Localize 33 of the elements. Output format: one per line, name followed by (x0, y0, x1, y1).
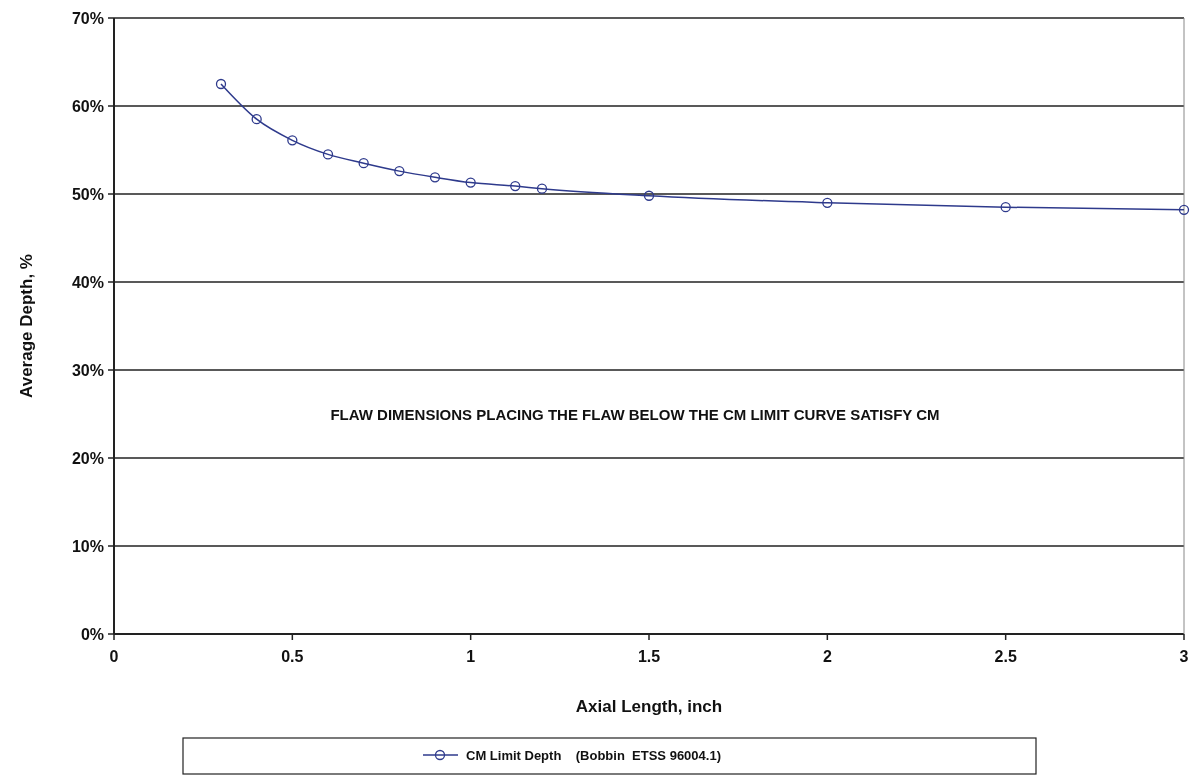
x-tick-label: 2.5 (994, 648, 1017, 665)
y-tick-label: 20% (71, 450, 104, 467)
point (536, 183, 548, 194)
point (822, 197, 833, 208)
x-tick-label: 0.5 (281, 648, 304, 665)
point (510, 180, 521, 192)
legend-label: CM Limit Depth (Bobbin ETSS 96004.1) (466, 748, 721, 763)
point (394, 165, 405, 177)
y-axis-title: Average Depth, % (17, 254, 36, 398)
x-tick-label: 0 (109, 648, 119, 665)
x-tick-label: 1.5 (637, 648, 661, 665)
y-tick-label: 30% (71, 362, 104, 379)
y-tick-label: 70% (71, 10, 104, 27)
point (358, 158, 369, 169)
point (643, 190, 655, 201)
y-tick-label: 10% (71, 538, 104, 555)
y-tick-label: 0% (80, 626, 104, 643)
point (1178, 204, 1190, 215)
x-tick-label: 1 (466, 648, 476, 665)
y-tick-label: 60% (71, 98, 104, 115)
annotation: FLAW DIMENSIONS PLACING THE FLAW BELOW THE CM LIMIT CURVE SATISFY CM (330, 406, 940, 423)
point (429, 172, 441, 183)
point (322, 149, 334, 160)
point (251, 114, 262, 125)
x-axis-title: Axial Length, inch (575, 697, 723, 716)
point (215, 78, 227, 90)
y-tick-label: 40% (71, 274, 104, 291)
x-tick-label: 3 (1179, 648, 1189, 665)
point (287, 135, 298, 146)
x-tick-label: 2 (822, 648, 832, 665)
y-tick-label: 50% (71, 186, 104, 203)
point (465, 177, 476, 188)
point (1000, 202, 1011, 213)
